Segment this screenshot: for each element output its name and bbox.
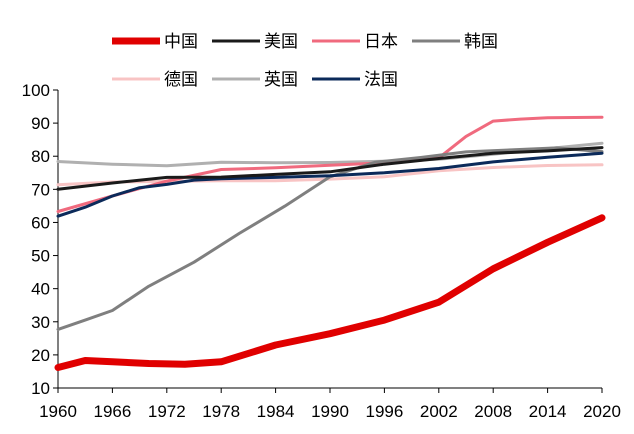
legend-label: 日本 xyxy=(364,32,398,52)
axes: 10 20 30 40 50 60 70 80 90 100 1960 1966 1972 1978 198… xyxy=(22,81,621,421)
legend-label: 韩国 xyxy=(464,32,498,52)
x-tick-label: 1990 xyxy=(311,402,349,421)
y-tick-label: 90 xyxy=(31,114,50,133)
legend-label: 美国 xyxy=(264,32,298,52)
series-line-4 xyxy=(56,146,604,331)
series-line-6 xyxy=(56,141,604,168)
y-tick-label: 10 xyxy=(31,379,50,398)
x-tick-label: 1996 xyxy=(365,402,403,421)
legend-item-4: 韩国 xyxy=(412,32,498,52)
legend-item-7: 法国 xyxy=(312,70,398,90)
plot-area xyxy=(54,115,606,371)
x-tick-label: 2014 xyxy=(529,402,567,421)
x-tick-label: 2002 xyxy=(420,402,458,421)
y-tick-label: 20 xyxy=(31,346,50,365)
legend-item-5: 德国 xyxy=(112,70,198,90)
y-tick-label: 50 xyxy=(31,247,50,266)
legend-label: 法国 xyxy=(364,70,398,90)
x-tick-label: 1972 xyxy=(148,402,186,421)
x-tick-label: 1966 xyxy=(93,402,131,421)
y-tick-label: 100 xyxy=(22,81,50,100)
y-tick-label: 70 xyxy=(31,180,50,199)
legend-label: 中国 xyxy=(164,32,198,52)
y-tick-label: 80 xyxy=(31,147,50,166)
series-line-5 xyxy=(56,163,604,187)
series-line-1 xyxy=(54,214,606,371)
y-tick-label: 60 xyxy=(31,213,50,232)
x-tick-label: 2008 xyxy=(474,402,512,421)
series-line-2 xyxy=(56,146,604,191)
x-tick-label: 2020 xyxy=(583,402,621,421)
y-tick-label: 40 xyxy=(31,280,50,299)
legend-item-6: 英国 xyxy=(212,70,298,90)
x-tick-label: 1960 xyxy=(39,402,77,421)
legend-item-1: 中国 xyxy=(112,32,198,52)
series-line-7 xyxy=(56,151,604,218)
y-tick-label: 30 xyxy=(31,313,50,332)
legend-item-2: 美国 xyxy=(212,32,298,52)
legend-label: 德国 xyxy=(164,70,198,90)
x-tick-label: 1984 xyxy=(257,402,295,421)
x-tick-label: 1978 xyxy=(202,402,240,421)
legend-label: 英国 xyxy=(264,70,298,90)
legend-item-3: 日本 xyxy=(312,32,398,52)
